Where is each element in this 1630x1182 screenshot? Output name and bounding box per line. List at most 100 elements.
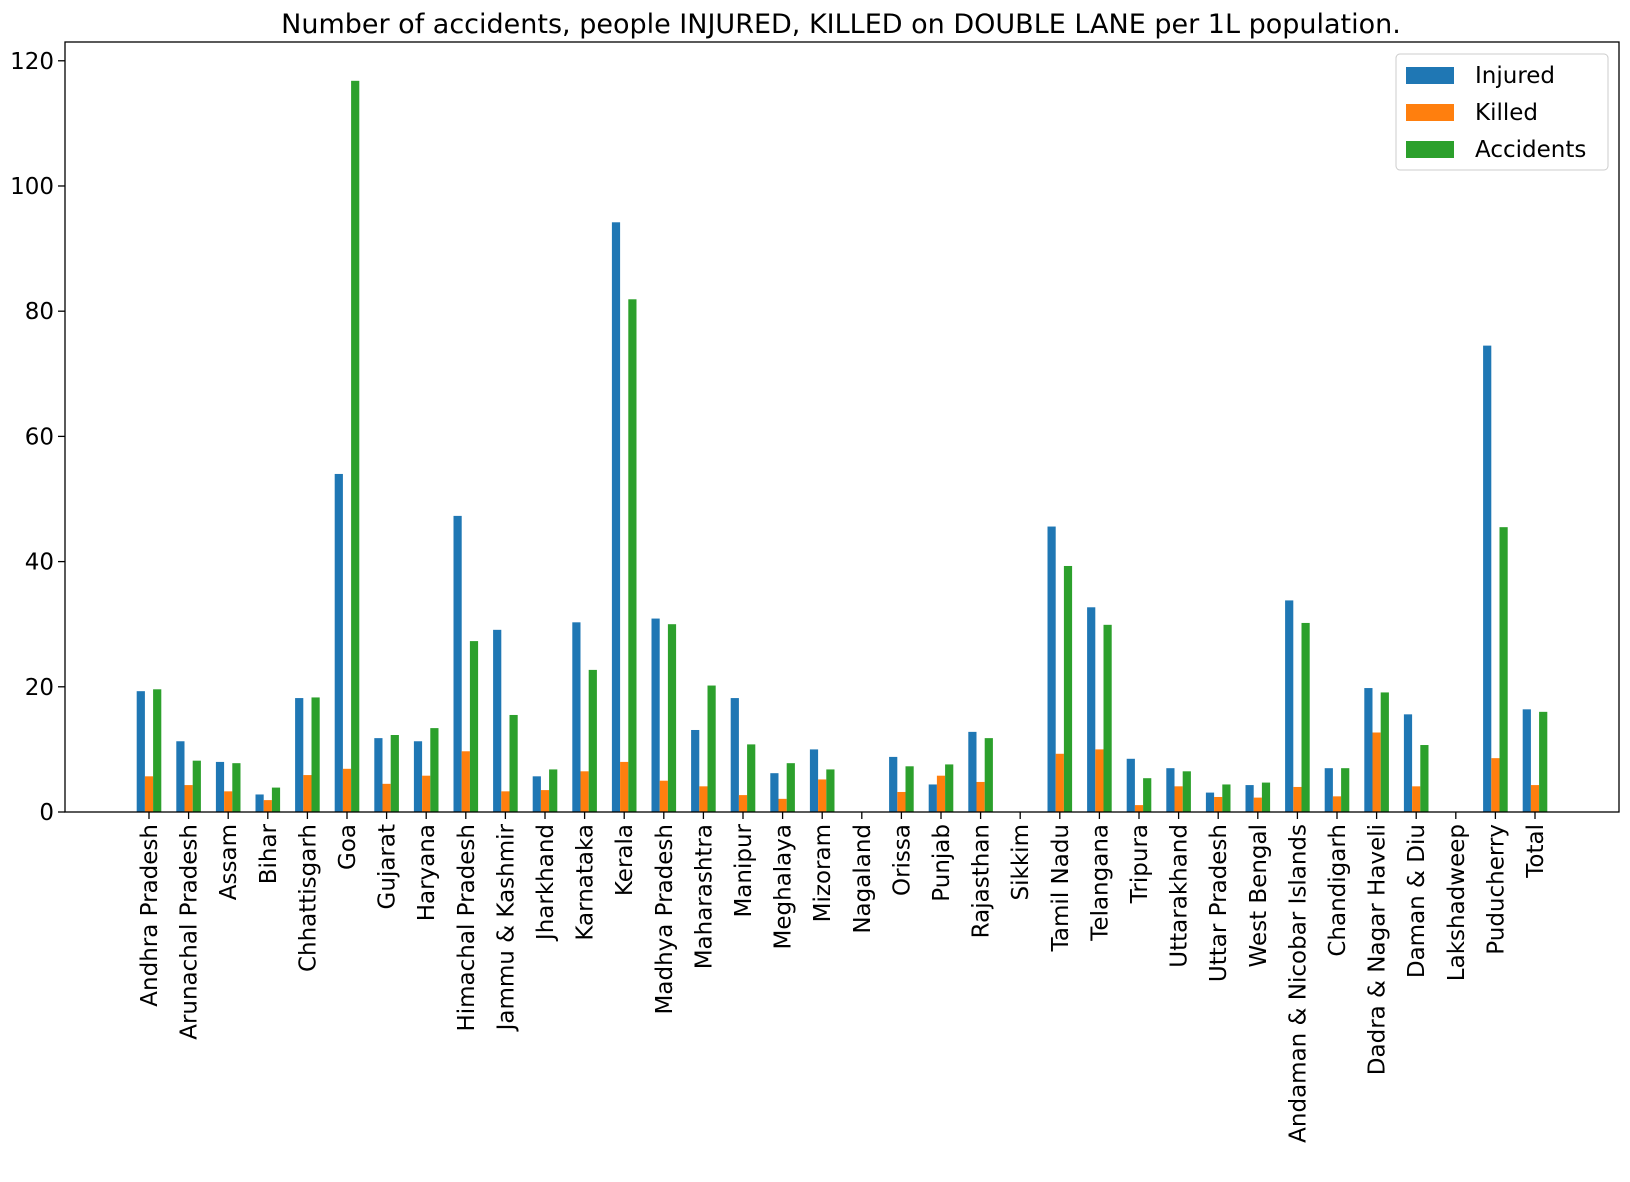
bar-accidents-telangana — [1103, 624, 1112, 812]
bar-killed-uttar-pradesh — [1214, 796, 1223, 812]
x-tick-label-orissa: Orissa — [889, 824, 915, 896]
bar-injured-jammu-and-kashmir — [493, 629, 502, 812]
chart-title: Number of accidents, people INJURED, KIL… — [281, 9, 1401, 40]
x-tick-label-lakshadweep: Lakshadweep — [1444, 824, 1470, 981]
bar-injured-assam — [215, 761, 225, 812]
bar-killed-rajasthan — [976, 781, 985, 812]
bar-accidents-jharkhand — [549, 769, 558, 812]
x-tick-label-tripura: Tripura — [1127, 824, 1153, 904]
bar-accidents-madhya-pradesh — [667, 624, 677, 812]
bar-killed-daman-and-diu — [1412, 786, 1421, 812]
bar-injured-punjab — [928, 784, 937, 812]
bar-injured-rajasthan — [968, 731, 977, 812]
bar-injured-jharkhand — [532, 776, 541, 812]
y-tick-label: 120 — [10, 49, 54, 75]
x-tick-label-maharashtra: Maharashtra — [691, 824, 717, 969]
bar-injured-madhya-pradesh — [651, 618, 660, 812]
bar-accidents-tamil-nadu — [1063, 565, 1073, 812]
bar-killed-meghalaya — [778, 798, 787, 812]
axes-layer: 0 20 40 60 80 100 120 Andhra Pradesh Arunachal P… — [10, 41, 1620, 1143]
bar-injured-maharashtra — [691, 729, 700, 812]
x-tick-label-andhra-pradesh: Andhra Pradesh — [137, 824, 163, 1007]
bar-killed-andhra-pradesh — [144, 776, 154, 812]
bar-killed-madhya-pradesh — [659, 780, 668, 812]
bar-killed-uttarakhand — [1174, 786, 1183, 812]
bar-injured-chhattisgarh — [295, 698, 304, 812]
bar-accidents-goa — [351, 80, 360, 812]
bar-injured-goa — [334, 473, 343, 812]
bars-layer — [136, 80, 1548, 813]
bar-accidents-arunachal-pradesh — [192, 760, 201, 812]
bar-accidents-orissa — [905, 766, 914, 812]
x-tick-label-mizoram: Mizoram — [810, 824, 836, 922]
y-tick-label: 20 — [25, 675, 54, 701]
y-tick-label: 40 — [25, 550, 54, 576]
bar-accidents-uttarakhand — [1182, 771, 1191, 812]
legend-swatch-injured — [1406, 67, 1454, 84]
bar-accidents-maharashtra — [707, 685, 716, 812]
bar-accidents-haryana — [430, 728, 439, 812]
x-tick-label-meghalaya: Meghalaya — [771, 824, 797, 949]
bar-killed-total — [1530, 785, 1540, 812]
bar-killed-tripura — [1134, 805, 1144, 812]
x-tick-label-punjab: Punjab — [929, 824, 955, 902]
bar-accidents-uttar-pradesh — [1222, 784, 1231, 812]
bar-killed-punjab — [936, 775, 946, 812]
x-tick-label-total: Total — [1523, 824, 1549, 879]
bar-accidents-andhra-pradesh — [153, 689, 162, 812]
x-tick-label-chandigarh: Chandigarh — [1325, 824, 1351, 957]
bar-killed-west-bengal — [1253, 797, 1262, 812]
bar-injured-puducherry — [1483, 345, 1492, 812]
bar-accidents-tripura — [1143, 778, 1152, 812]
bar-killed-arunachal-pradesh — [184, 785, 193, 812]
legend-swatch-killed — [1406, 104, 1454, 121]
bar-killed-haryana — [422, 775, 431, 812]
bar-accidents-puducherry — [1499, 527, 1508, 812]
bar-accidents-jammu-and-kashmir — [509, 714, 518, 812]
x-tick-label-karnataka: Karnataka — [573, 824, 599, 941]
bar-accidents-total — [1539, 711, 1548, 812]
bar-accidents-himachal-pradesh — [469, 641, 479, 812]
bar-injured-telangana — [1087, 607, 1096, 812]
plot-frame — [64, 41, 1620, 813]
bar-killed-puducherry — [1491, 758, 1500, 812]
bar-injured-gujarat — [374, 738, 383, 812]
x-tick-label-gujarat: Gujarat — [375, 824, 401, 909]
bar-killed-himachal-pradesh — [461, 751, 470, 812]
x-tick-label-jharkhand: Jharkhand — [533, 824, 559, 942]
x-tick-label-dadra-and-nagar-haveli: Dadra & Nagar Haveli — [1365, 824, 1391, 1075]
x-tick-label-andaman-and-nicobar-islands: Andaman & Nicobar Islands — [1285, 824, 1311, 1143]
bar-accidents-andaman-and-nicobar-islands — [1301, 622, 1310, 812]
bar-injured-meghalaya — [770, 773, 779, 812]
bar-injured-andhra-pradesh — [136, 691, 145, 812]
y-tick-label: 0 — [39, 800, 54, 826]
bar-accidents-chandigarh — [1341, 768, 1350, 812]
x-tick-label-puducherry: Puducherry — [1483, 824, 1509, 955]
bar-killed-jharkhand — [540, 790, 550, 812]
x-tick-label-telangana: Telangana — [1087, 824, 1113, 942]
x-tick-label-bihar: Bihar — [256, 823, 282, 884]
bar-injured-orissa — [889, 756, 898, 812]
x-tick-label-daman-and-diu: Daman & Diu — [1404, 824, 1430, 978]
bar-killed-goa — [342, 768, 352, 812]
bar-accidents-assam — [232, 763, 241, 812]
bar-killed-maharashtra — [699, 786, 708, 812]
bar-killed-chhattisgarh — [303, 775, 312, 812]
bar-accidents-karnataka — [588, 669, 597, 812]
bar-accidents-punjab — [945, 764, 954, 812]
bar-injured-west-bengal — [1245, 785, 1254, 812]
bar-injured-total — [1522, 709, 1531, 812]
x-tick-label-kerala: Kerala — [612, 824, 638, 896]
x-tick-label-haryana: Haryana — [414, 824, 440, 921]
bar-killed-karnataka — [580, 771, 589, 812]
bar-injured-tamil-nadu — [1047, 526, 1056, 812]
bar-injured-bihar — [255, 794, 264, 812]
x-tick-label-west-bengal: West Bengal — [1246, 824, 1272, 967]
bar-injured-himachal-pradesh — [453, 515, 462, 812]
x-tick-label-rajasthan: Rajasthan — [969, 824, 995, 938]
bar-injured-mizoram — [809, 749, 819, 812]
y-tick-label: 100 — [10, 174, 54, 200]
bar-accidents-west-bengal — [1261, 782, 1271, 812]
legend-label-injured: Injured — [1475, 63, 1555, 89]
